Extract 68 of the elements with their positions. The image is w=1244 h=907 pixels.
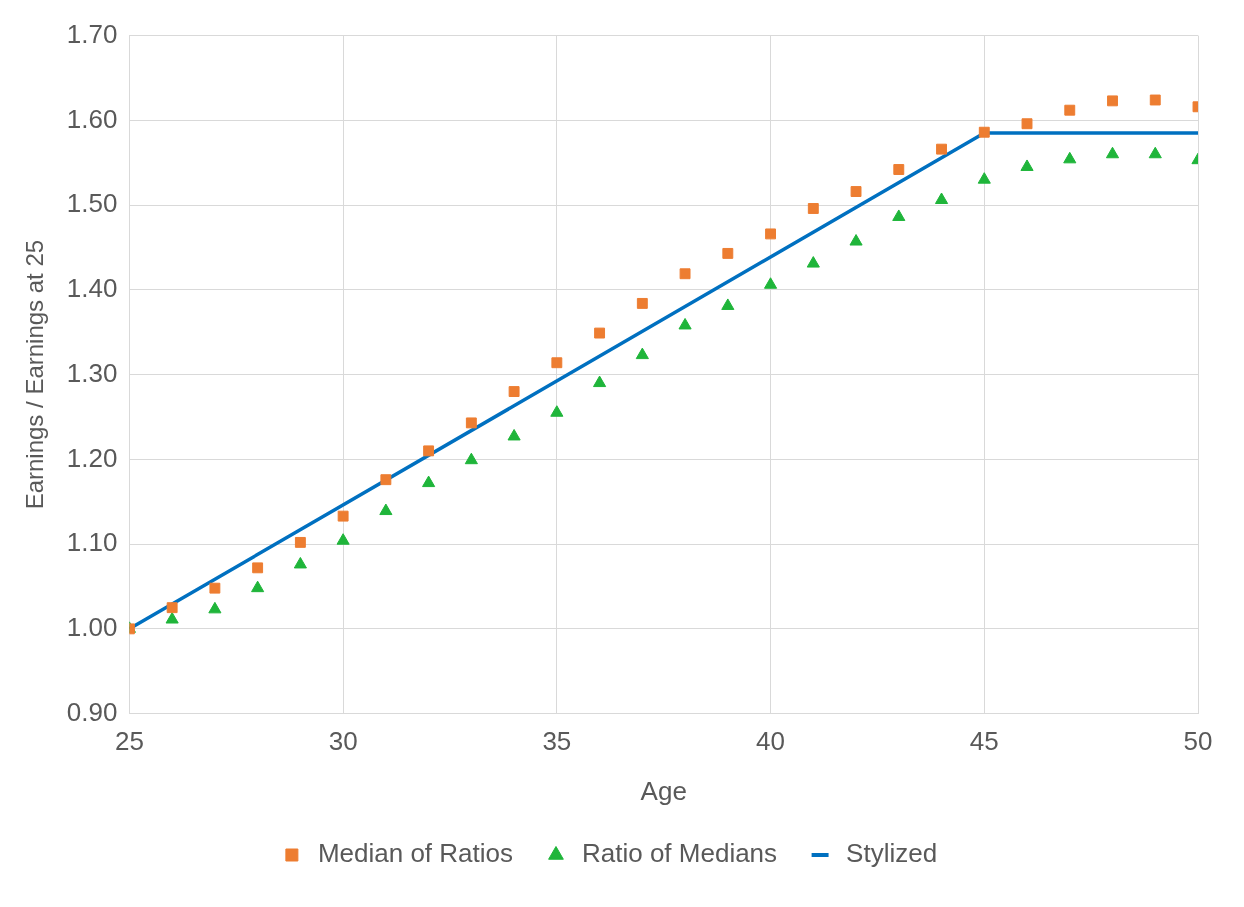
point — [166, 602, 178, 614]
point — [722, 247, 734, 259]
point — [380, 474, 392, 486]
point — [379, 503, 393, 516]
y-tick-label: 1.40 — [66, 273, 118, 304]
point — [550, 405, 564, 417]
y-tick-label: 1.00 — [66, 612, 118, 643]
legend-label: Stylized — [846, 838, 938, 869]
x-tick-label: 30 — [328, 726, 358, 757]
y-tick-label: 1.30 — [66, 357, 118, 388]
x-axis-title: Age — [640, 775, 687, 806]
point — [807, 203, 819, 214]
point — [721, 298, 735, 310]
point — [850, 186, 862, 197]
point — [252, 562, 264, 574]
point — [1148, 146, 1162, 159]
x-tick-label: 25 — [114, 726, 144, 757]
point — [1020, 159, 1034, 171]
point — [551, 357, 563, 369]
point — [294, 536, 306, 548]
point — [893, 164, 905, 175]
x-tick-label: 40 — [756, 726, 786, 757]
y-tick-label: 1.10 — [66, 527, 118, 558]
x-tick-label: 35 — [542, 726, 572, 757]
point — [336, 533, 350, 545]
point — [978, 126, 990, 138]
y-tick-label: 1.50 — [66, 188, 118, 219]
point — [464, 452, 478, 465]
point — [508, 386, 520, 397]
point — [165, 612, 179, 624]
x-tick-label: 45 — [969, 726, 999, 757]
x-tick-label: 50 — [1183, 726, 1213, 757]
point — [1149, 94, 1161, 106]
point — [849, 234, 863, 246]
point — [636, 297, 648, 309]
point — [1107, 95, 1118, 107]
legend-label: Median of Ratios — [317, 838, 513, 869]
point — [934, 192, 949, 205]
point — [679, 268, 691, 280]
point — [337, 510, 349, 522]
point — [764, 277, 778, 289]
point — [251, 580, 265, 593]
point — [977, 172, 991, 184]
y-tick-label: 1.70 — [66, 18, 118, 49]
point — [1063, 151, 1077, 164]
point — [422, 475, 436, 488]
y-axis-title: Earnings / Earnings at 25 — [21, 239, 49, 510]
point — [208, 601, 222, 614]
point — [507, 428, 521, 441]
point — [423, 445, 435, 457]
point — [1105, 146, 1120, 159]
y-tick-label: 0.90 — [66, 696, 118, 727]
point — [293, 556, 307, 569]
point — [594, 327, 606, 339]
y-tick-label: 1.60 — [66, 103, 118, 134]
point — [593, 375, 607, 388]
point — [635, 347, 649, 360]
point — [765, 228, 777, 240]
point — [936, 143, 947, 155]
legend-label: Ratio of Medians — [581, 838, 778, 869]
point — [892, 209, 906, 221]
point — [209, 582, 221, 594]
point — [678, 317, 692, 330]
y-tick-label: 1.20 — [66, 442, 118, 473]
point — [806, 256, 820, 268]
point — [1021, 118, 1033, 130]
point — [1064, 104, 1076, 116]
point — [465, 417, 477, 429]
